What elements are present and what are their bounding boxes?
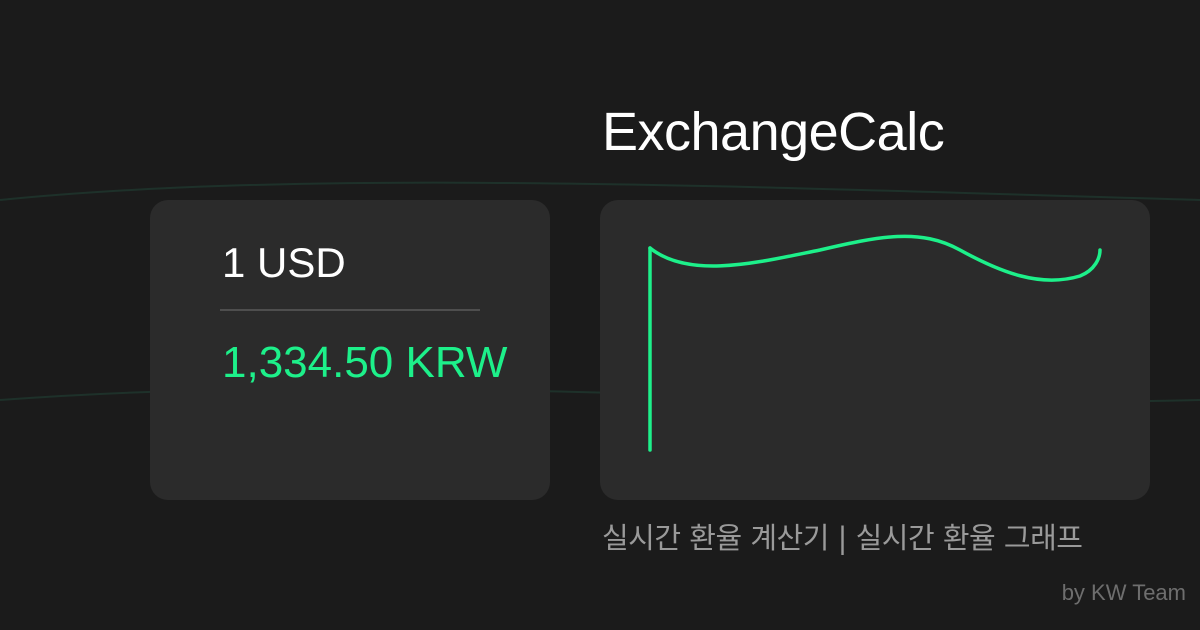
- from-amount: 1 USD: [222, 239, 346, 286]
- rate-graph: [648, 234, 1102, 452]
- divider: [220, 309, 480, 311]
- converter-card: 1 USD 1,334.50 KRW: [150, 200, 550, 500]
- to-amount: 1,334.50 KRW: [222, 338, 508, 387]
- background-wave-upper: [0, 181, 1200, 201]
- credit-text: by KW Team: [1061, 580, 1186, 605]
- graph-card: [600, 200, 1150, 500]
- app-title: ExchangeCalc: [602, 102, 945, 162]
- subtitle: 실시간 환율 계산기 | 실시간 환율 그래프: [602, 521, 1083, 555]
- graph-rate-line: [648, 234, 1102, 282]
